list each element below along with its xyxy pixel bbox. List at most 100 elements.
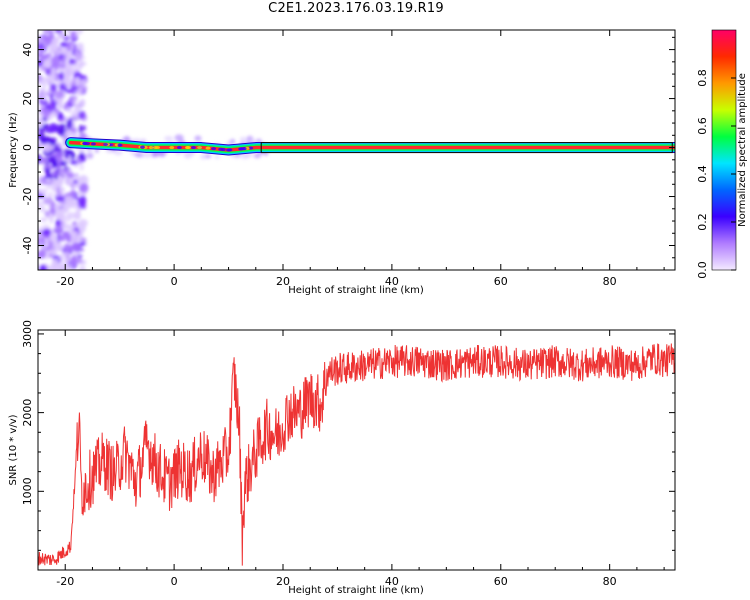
noise-blob bbox=[79, 162, 85, 171]
spectrogram-y-ticks: -40 -20 0 20 40 bbox=[21, 36, 675, 271]
noise-blob bbox=[230, 138, 236, 145]
snr-x-ticks: -20 0 20 40 60 80 bbox=[37, 330, 665, 588]
noise-blob bbox=[74, 30, 84, 35]
noise-blob bbox=[65, 203, 72, 210]
snr-x-tick-label: 0 bbox=[171, 575, 178, 588]
noise-blob bbox=[41, 81, 47, 89]
noise-blob bbox=[42, 143, 53, 153]
noise-blob bbox=[239, 136, 247, 143]
noise-blob bbox=[78, 200, 85, 209]
snr-x-tick-label: 60 bbox=[494, 575, 508, 588]
signal-speckle bbox=[248, 146, 254, 150]
noise-blob bbox=[38, 88, 47, 94]
colorbar-label: Normalized spectral amplitude bbox=[737, 73, 748, 227]
noise-blob bbox=[38, 52, 44, 59]
snr-y-axis-label: SNR (10 * v/v) bbox=[8, 414, 19, 485]
noise-blob bbox=[54, 144, 59, 149]
noise-blob bbox=[51, 67, 56, 76]
signal-speckle bbox=[220, 148, 226, 152]
spectrogram-x-tick-label: 40 bbox=[385, 275, 399, 288]
chart-title: C2E1.2023.176.03.19.R19 bbox=[268, 1, 444, 16]
noise-blob bbox=[78, 124, 84, 134]
colorbar-tick-label: 0.0 bbox=[696, 261, 709, 279]
noise-blob bbox=[61, 214, 67, 224]
colorbar-frame bbox=[711, 29, 737, 271]
noise-blob bbox=[38, 117, 44, 127]
noise-blob bbox=[70, 110, 81, 120]
colorbar-tick-label: 0.4 bbox=[696, 165, 709, 183]
noise-blob bbox=[50, 201, 56, 212]
noise-blob bbox=[50, 137, 58, 145]
noise-blob bbox=[69, 160, 78, 165]
noise-blob bbox=[48, 48, 55, 54]
noise-blob bbox=[164, 136, 174, 142]
noise-blob bbox=[59, 253, 65, 262]
noise-blob bbox=[66, 119, 73, 130]
noise-blob bbox=[39, 206, 46, 213]
signal-speckle bbox=[211, 147, 217, 151]
noise-blob bbox=[73, 211, 81, 220]
noise-blob bbox=[79, 152, 85, 160]
noise-blob bbox=[72, 230, 78, 239]
noise-blob bbox=[70, 95, 78, 106]
signal-speckle bbox=[205, 146, 211, 150]
noise-blob bbox=[64, 256, 70, 264]
noise-blob bbox=[75, 177, 84, 182]
noise-blob bbox=[54, 48, 60, 56]
noise-blob bbox=[79, 184, 87, 191]
noise-blob bbox=[54, 108, 59, 113]
noise-blob bbox=[38, 35, 43, 45]
noise-blob bbox=[50, 57, 61, 66]
noise-blob bbox=[57, 113, 64, 120]
noise-blob bbox=[214, 155, 221, 160]
noise-blob bbox=[66, 107, 72, 113]
noise-blob bbox=[42, 109, 50, 119]
noise-blob bbox=[46, 173, 55, 180]
noise-blob bbox=[77, 75, 87, 80]
noise-blob bbox=[38, 249, 47, 259]
snr-x-axis-label: Height of straight line (km) bbox=[288, 585, 424, 596]
signal-speckle bbox=[139, 145, 145, 149]
signal-speckle bbox=[103, 142, 109, 146]
noise-blob bbox=[66, 211, 75, 220]
noise-blob bbox=[64, 130, 74, 137]
colorbar-tick-label: 0.2 bbox=[696, 213, 709, 231]
noise-blob bbox=[38, 43, 48, 53]
signal-speckle bbox=[82, 141, 88, 145]
noise-blob bbox=[54, 30, 63, 34]
spectrogram-y-tick-label: 20 bbox=[21, 92, 34, 106]
noise-blob bbox=[51, 161, 58, 168]
spectrogram-frame bbox=[37, 29, 676, 271]
noise-blob bbox=[52, 147, 62, 152]
noise-blob bbox=[38, 200, 44, 208]
noise-blob bbox=[51, 37, 60, 44]
noise-blob bbox=[71, 127, 78, 134]
noise-blob bbox=[47, 191, 54, 199]
noise-blob bbox=[56, 194, 64, 202]
noise-blob bbox=[48, 216, 55, 224]
noise-blob bbox=[75, 87, 85, 97]
spectrogram-y-tick-label: -20 bbox=[21, 188, 34, 206]
noise-blob bbox=[40, 217, 48, 223]
colorbar: 0.0 0.2 0.4 0.6 0.8 Normalized spectral ampl… bbox=[696, 29, 748, 279]
noise-blob bbox=[56, 233, 62, 243]
noise-blob bbox=[42, 229, 50, 235]
noise-blob bbox=[63, 148, 73, 154]
noise-blob bbox=[64, 244, 74, 253]
snr-y-tick-label: 3000 bbox=[21, 320, 34, 348]
spectrogram-x-axis-label: Height of straight line (km) bbox=[288, 285, 424, 296]
spectrogram-panel: -20 0 20 40 60 80 -40 -20 0 20 40 Height of strai… bbox=[8, 29, 676, 296]
noise-blob bbox=[42, 93, 47, 102]
noise-blob bbox=[39, 188, 48, 194]
noise-blob bbox=[38, 59, 43, 68]
noise-blob bbox=[39, 156, 47, 165]
spectrogram-x-ticks: -20 0 20 40 60 80 bbox=[37, 30, 665, 288]
signal-speckle bbox=[184, 146, 190, 150]
noise-blob bbox=[44, 62, 51, 68]
colorbar-tick-label: 0.8 bbox=[696, 69, 709, 87]
spectrogram-y-tick-label: -40 bbox=[21, 237, 34, 255]
noise-blob bbox=[70, 42, 75, 50]
noise-blob bbox=[72, 52, 83, 60]
noise-blob bbox=[174, 134, 184, 142]
noise-blob bbox=[52, 185, 58, 192]
